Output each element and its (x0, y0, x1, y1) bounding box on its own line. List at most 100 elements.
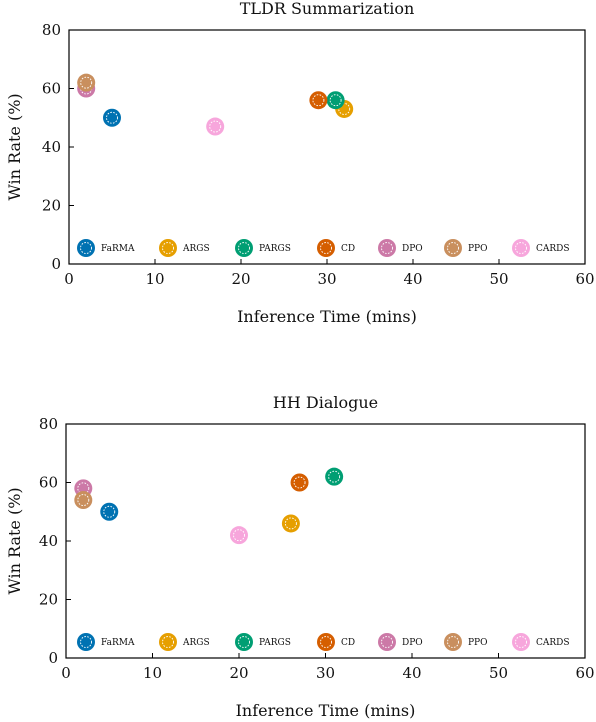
data-point-ppo (74, 491, 93, 510)
marker-fill (309, 91, 328, 110)
legend-label: DPO (402, 244, 423, 254)
marker-fill (103, 108, 121, 127)
data-point-farma (100, 502, 119, 521)
marker-ring (328, 470, 341, 483)
plot-frame (68, 29, 586, 265)
y-tick-label: 20 (42, 197, 61, 215)
legend-marker-ring (515, 242, 527, 254)
x-tick-label: 20 (231, 270, 250, 288)
x-tick-label: 30 (316, 664, 335, 682)
legend-item-ppo: PPO (444, 633, 488, 651)
marker-fill (290, 473, 309, 492)
legend-marker-ring (381, 636, 393, 648)
legend-item-cd: CD (317, 633, 355, 651)
legend-label: ARGS (182, 638, 210, 648)
x-tick-label: 60 (575, 270, 594, 288)
marker-fill (74, 491, 93, 510)
marker-fill (77, 73, 96, 92)
y-tick-label: 60 (39, 474, 58, 492)
y-tick-label: 80 (39, 415, 58, 433)
marker-ring (293, 476, 306, 489)
legend-marker-ring (320, 242, 332, 254)
legend-marker (235, 633, 253, 651)
data-point-pargs (325, 467, 344, 486)
legend-marker-ring (238, 242, 250, 254)
legend-marker-ring (80, 636, 92, 648)
x-tick-label: 50 (489, 664, 508, 682)
legend-label: CD (341, 244, 355, 254)
y-axis-label: Win Rate (%) (5, 487, 24, 594)
legend: FaRMA ARGS PARGS CD DPO PPO CARDS (77, 239, 570, 257)
legend-item-pargs: PARGS (235, 633, 291, 651)
legend-item-farma: FaRMA (77, 239, 135, 257)
y-tick-label: 0 (48, 649, 58, 667)
legend-label: CD (341, 638, 355, 648)
marker-fill (230, 526, 248, 545)
legend-label: PPO (468, 638, 488, 648)
legend-marker (512, 239, 530, 257)
legend-marker (512, 633, 530, 651)
y-tick-label: 20 (39, 591, 58, 609)
legend-marker (378, 239, 396, 257)
marker-fill (206, 117, 225, 136)
legend-marker (378, 633, 396, 651)
data-point-ppo (77, 73, 96, 92)
data-point-farma (103, 108, 121, 127)
x-tick-label: 60 (575, 664, 594, 682)
legend-item-pargs: PARGS (235, 239, 291, 257)
legend-marker-ring (162, 636, 174, 648)
x-axis-label: Inference Time (mins) (237, 307, 417, 326)
legend-marker-ring (515, 636, 527, 648)
chart-panel-2: HH Dialogue 0 10 20 30 40 50 60 0 20 40 60 80 Inferen… (5, 393, 595, 720)
x-tick-label: 0 (64, 270, 74, 288)
legend-marker-ring (80, 242, 92, 254)
legend-marker (317, 239, 335, 257)
legend-label: ARGS (182, 244, 210, 254)
y-tick-label: 60 (42, 80, 61, 98)
legend-item-cards: CARDS (512, 239, 570, 257)
x-tick-label: 40 (403, 270, 422, 288)
legend-label: FaRMA (101, 244, 135, 254)
legend-marker (235, 239, 253, 257)
y-tick-label: 40 (39, 532, 58, 550)
legend-item-farma: FaRMA (77, 633, 135, 651)
legend-marker-ring (162, 242, 174, 254)
x-axis-label: Inference Time (mins) (236, 701, 416, 720)
x-tick-label: 10 (145, 270, 164, 288)
legend: FaRMA ARGS PARGS CD DPO PPO CARDS (77, 633, 570, 651)
legend-item-cards: CARDS (512, 633, 570, 651)
legend-label: CARDS (536, 244, 570, 254)
data-point-cd (290, 473, 309, 492)
marker-ring (284, 517, 297, 530)
chart-title: TLDR Summarization (240, 0, 415, 18)
x-tick-label: 50 (489, 270, 508, 288)
legend-item-dpo: DPO (378, 239, 423, 257)
marker-fill (100, 502, 119, 521)
data-point-args (281, 514, 300, 533)
y-axis-label: Win Rate (%) (5, 93, 24, 200)
marker-fill (281, 514, 300, 533)
marker-fill (325, 467, 344, 486)
plot-frame (65, 423, 586, 659)
marker-ring (77, 494, 90, 506)
marker-ring (77, 482, 90, 495)
legend-label: DPO (402, 638, 423, 648)
legend-item-args: ARGS (159, 239, 210, 257)
legend-label: PARGS (259, 244, 291, 254)
legend-marker-ring (447, 636, 459, 648)
y-tick-label: 80 (42, 21, 61, 39)
chart-title: HH Dialogue (273, 393, 378, 412)
data-point-pargs (326, 91, 345, 110)
y-tick-label: 0 (51, 255, 61, 273)
x-tick-label: 30 (317, 270, 336, 288)
legend-marker (77, 633, 95, 651)
legend-label: PPO (468, 244, 488, 254)
legend-marker (77, 239, 95, 257)
marker-fill (326, 91, 345, 110)
legend-marker-ring (447, 242, 459, 254)
marker-ring (312, 94, 325, 107)
chart-panel-1: TLDR Summarization 0 10 20 30 40 50 60 0 20 40 60 80… (5, 0, 595, 326)
marker-ring (233, 529, 245, 542)
marker-ring (338, 103, 351, 115)
